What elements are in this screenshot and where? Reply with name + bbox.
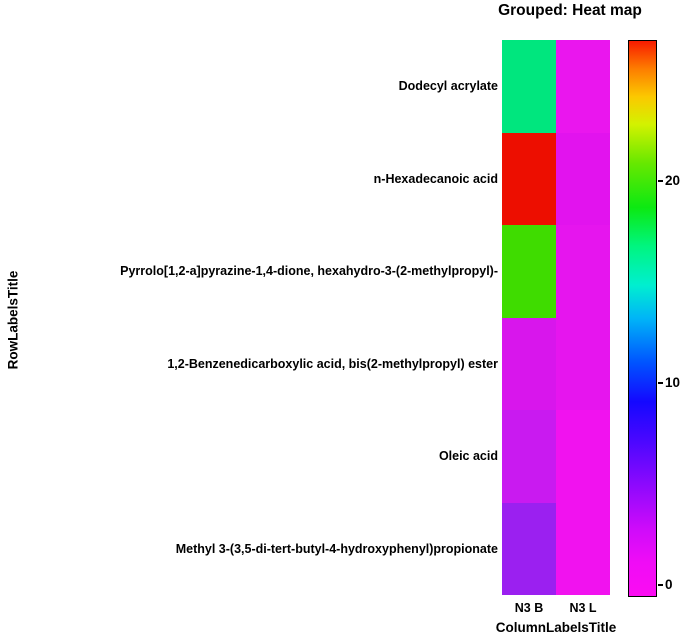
heatmap-cell: [556, 502, 610, 595]
column-label: N3 B: [514, 601, 544, 615]
x-axis-title: ColumnLabelsTitle: [495, 620, 617, 635]
colorbar-tick: [658, 180, 663, 183]
chart-title: Grouped: Heat map: [498, 2, 642, 19]
heatmap-cell: [556, 225, 610, 318]
y-axis-title: RowLabelsTitle: [5, 270, 21, 370]
heatmap-cell: [556, 317, 610, 410]
heatmap-cell: [502, 410, 556, 503]
heatmap-grid: [502, 40, 610, 595]
heatmap-cell: [556, 410, 610, 503]
heatmap-cell: [502, 40, 556, 133]
row-label: Oleic acid: [438, 449, 498, 464]
heatmap-cell: [502, 225, 556, 318]
heatmap-cell: [502, 132, 556, 225]
heatmap-cell: [502, 502, 556, 595]
row-label: Dodecyl acrylate: [398, 79, 498, 94]
colorbar-tick-label: 20: [665, 173, 681, 189]
row-label: n-Hexadecanoic acid: [373, 171, 498, 186]
colorbar-tick: [658, 583, 663, 586]
colorbar-tick-label: 10: [665, 375, 681, 391]
colorbar-tick-label: 0: [665, 576, 673, 592]
row-label: 1,2-Benzenedicarboxylic acid, bis(2-meth…: [167, 356, 498, 371]
colorbar-tick: [658, 382, 663, 385]
heatmap-cell: [502, 317, 556, 410]
colorbar: [628, 40, 657, 597]
column-label: N3 L: [569, 601, 597, 615]
row-label: Methyl 3-(3,5-di-tert-butyl-4-hydroxyphe…: [175, 541, 498, 556]
heatmap-cell: [556, 132, 610, 225]
heatmap-cell: [556, 40, 610, 133]
row-label: Pyrrolo[1,2-a]pyrazine-1,4-dione, hexahy…: [120, 264, 498, 279]
